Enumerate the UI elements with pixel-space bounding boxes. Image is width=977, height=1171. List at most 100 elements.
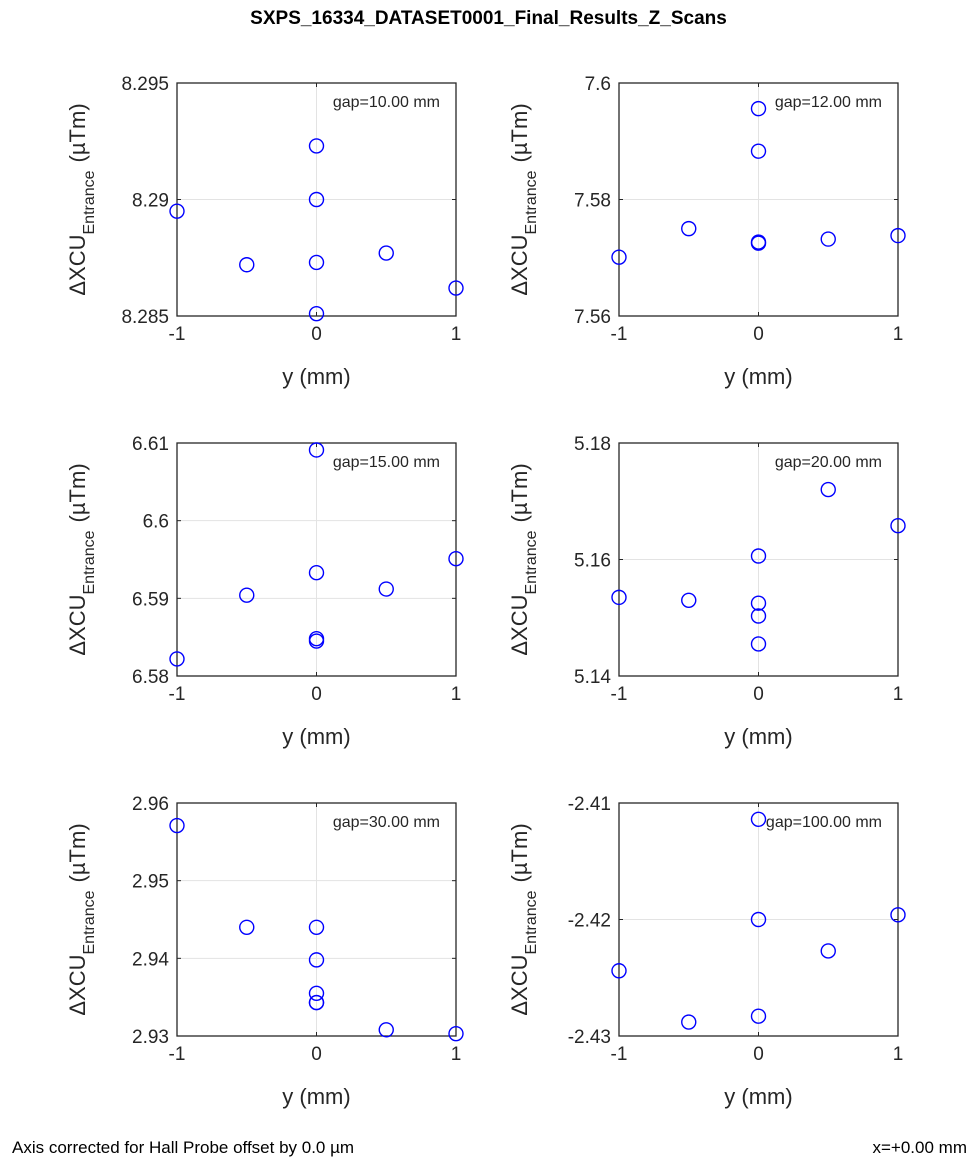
- y-tick-label: 2.93: [132, 1027, 169, 1048]
- x-tick-label: 1: [893, 324, 904, 345]
- y-tick-label: 6.59: [132, 589, 169, 610]
- gap-annotation: gap=20.00 mm: [775, 454, 882, 471]
- footer-x-position: x=+0.00 mm: [872, 1138, 968, 1157]
- data-point: [239, 257, 255, 273]
- data-point: [890, 907, 906, 923]
- x-tick-label: 1: [893, 1044, 904, 1065]
- data-point: [750, 608, 767, 624]
- data-point: [378, 245, 394, 261]
- x-axis-label: y (mm): [282, 1084, 350, 1109]
- data-point: [820, 481, 836, 498]
- y-axis-label-subscript: Entrance: [523, 170, 540, 234]
- data-point: [169, 817, 185, 834]
- data-point: [308, 442, 325, 458]
- y-tick-label: 5.16: [574, 551, 611, 572]
- y-axis-label-unit: (µTm): [65, 823, 90, 882]
- y-axis-label-subscript: Entrance: [523, 530, 540, 594]
- x-tick-label: 0: [311, 1044, 322, 1065]
- y-axis-label-subscript: Entrance: [81, 170, 98, 234]
- data-point: [820, 943, 836, 959]
- data-point: [239, 587, 255, 603]
- x-tick-label: 1: [893, 684, 904, 705]
- subplot-5: -1 0 1 2.93 2.94 2.95 2.96 y (mm) ΔXCUEntrance (µ…: [65, 794, 464, 1109]
- data-point: [378, 1022, 394, 1038]
- y-tick-label: 8.285: [121, 307, 169, 328]
- y-tick-label: 8.29: [132, 191, 169, 212]
- gap-annotation: gap=100.00 mm: [766, 814, 882, 831]
- footer-note: Axis corrected for Hall Probe offset by …: [12, 1138, 355, 1157]
- y-tick-label: 8.295: [121, 74, 169, 95]
- y-tick-label: 7.6: [585, 74, 611, 95]
- data-point: [169, 651, 185, 667]
- data-point: [611, 589, 627, 606]
- gap-annotation: gap=10.00 mm: [333, 94, 440, 111]
- gap-annotation: gap=15.00 mm: [333, 454, 440, 471]
- y-axis-label-prefix: ΔXCU: [65, 954, 90, 1015]
- data-point: [750, 235, 767, 251]
- y-axis-label-prefix: ΔXCU: [507, 234, 532, 295]
- x-axis-label: y (mm): [724, 724, 792, 749]
- data-point: [308, 305, 325, 322]
- y-axis-label: ΔXCUEntrance (µTm): [65, 103, 98, 295]
- data-point: [750, 636, 767, 652]
- data-point: [239, 919, 255, 935]
- y-tick-label: 5.14: [574, 667, 611, 688]
- x-tick-label: -1: [169, 324, 186, 345]
- data-point: [448, 1025, 464, 1042]
- y-tick-label: 7.58: [574, 191, 611, 212]
- data-point: [750, 548, 767, 564]
- x-tick-label: 0: [753, 1044, 764, 1065]
- y-axis-label: ΔXCUEntrance (µTm): [65, 463, 98, 655]
- y-axis-label-unit: (µTm): [507, 103, 532, 162]
- data-point: [750, 100, 767, 117]
- data-point: [820, 231, 836, 247]
- subplot-4: -1 0 1 5.14 5.16 5.18 y (mm) ΔXCUEntrance (µTm) g…: [507, 434, 906, 749]
- x-tick-label: 1: [451, 324, 462, 345]
- y-axis-label: ΔXCUEntrance (µTm): [507, 103, 540, 295]
- data-point: [890, 227, 906, 244]
- y-axis-label: ΔXCUEntrance (µTm): [507, 463, 540, 655]
- data-point: [750, 811, 767, 828]
- y-tick-label: -2.41: [568, 794, 611, 815]
- x-tick-label: 0: [753, 684, 764, 705]
- y-tick-label: 7.56: [574, 307, 611, 328]
- y-axis-label-unit: (µTm): [507, 823, 532, 882]
- y-axis-label-subscript: Entrance: [81, 890, 98, 954]
- x-tick-label: 0: [311, 684, 322, 705]
- data-point: [308, 994, 325, 1011]
- subplot-3: -1 0 1 6.58 6.59 6.6 6.61 y (mm) ΔXCUEntrance (µT…: [65, 434, 464, 749]
- gap-annotation: gap=12.00 mm: [775, 94, 882, 111]
- data-point: [750, 595, 767, 611]
- data-point: [611, 249, 627, 265]
- data-point: [750, 1008, 767, 1024]
- data-point: [308, 254, 325, 271]
- y-tick-label: -2.43: [568, 1027, 611, 1048]
- subplot-6: -1 0 1 -2.43 -2.42 -2.41 y (mm) ΔXCUEntrance (µT…: [507, 794, 906, 1109]
- data-point: [308, 191, 325, 208]
- y-tick-label: 6.61: [132, 434, 169, 455]
- y-tick-label: 2.95: [132, 872, 169, 893]
- x-axis-label: y (mm): [282, 724, 350, 749]
- data-point: [750, 911, 767, 928]
- x-tick-label: 1: [451, 684, 462, 705]
- x-tick-label: -1: [611, 684, 628, 705]
- y-tick-label: 2.96: [132, 794, 169, 815]
- subplot-2: -1 0 1 7.56 7.58 7.6 y (mm) ΔXCUEntrance (µTm) ga…: [507, 74, 906, 389]
- x-tick-label: -1: [611, 324, 628, 345]
- x-tick-label: 0: [311, 324, 322, 345]
- figure-title: SXPS_16334_DATASET0001_Final_Results_Z_S…: [250, 8, 727, 29]
- x-tick-label: -1: [169, 1044, 186, 1065]
- y-axis-label: ΔXCUEntrance (µTm): [65, 823, 98, 1015]
- data-point: [308, 985, 325, 1001]
- y-axis-label-prefix: ΔXCU: [65, 234, 90, 295]
- gap-annotation: gap=30.00 mm: [333, 814, 440, 831]
- x-axis-label: y (mm): [724, 1084, 792, 1109]
- y-axis-label-unit: (µTm): [65, 463, 90, 522]
- x-axis-label: y (mm): [282, 364, 350, 389]
- data-point: [681, 1014, 697, 1030]
- y-tick-label: 6.6: [143, 512, 169, 533]
- x-tick-label: 1: [451, 1044, 462, 1065]
- data-point: [611, 963, 627, 979]
- data-point: [308, 565, 325, 581]
